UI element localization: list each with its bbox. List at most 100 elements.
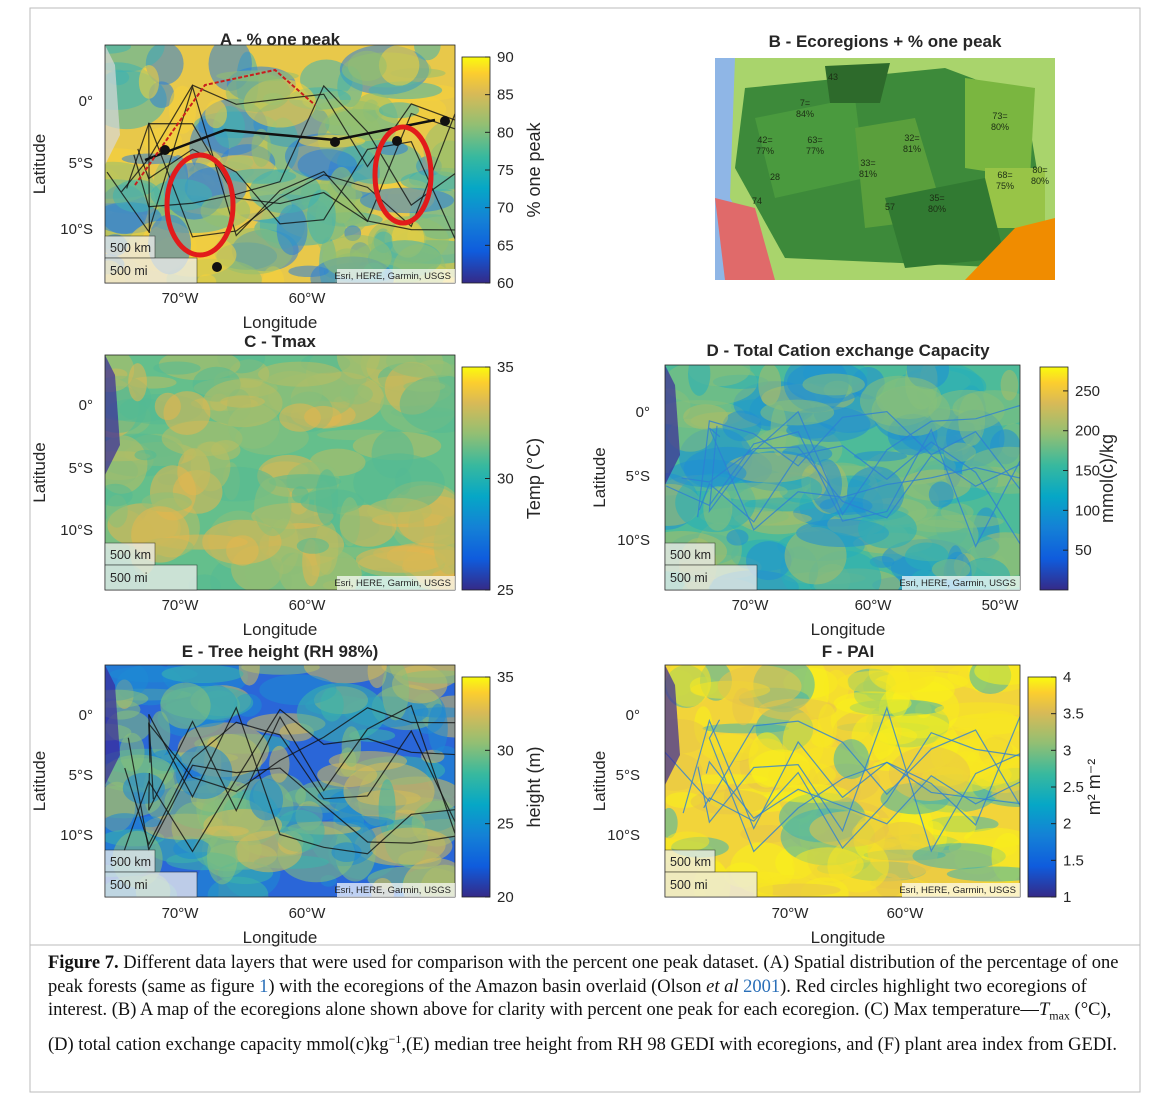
caption-text: Different data layers that were used for… [48, 953, 1119, 997]
caption-italic: et al [706, 976, 739, 997]
region [885, 178, 1005, 268]
colorbar-tick-label: 2.5 [1063, 779, 1084, 796]
texture [934, 702, 1020, 719]
scale-label: 500 km [110, 855, 151, 869]
colorbar-tick-label: 4 [1063, 669, 1071, 686]
colorbar-tick-label: 30 [497, 742, 514, 759]
texture [940, 503, 974, 521]
y-tick-label: 0° [636, 404, 650, 421]
colorbar-tick-label: 65 [497, 237, 514, 254]
colorbar-label: % one peak [524, 121, 544, 217]
texture [686, 774, 768, 785]
region-label: 74 [752, 196, 762, 206]
texture [974, 665, 1020, 685]
region-label: 80% [1031, 176, 1049, 186]
texture [779, 475, 823, 503]
texture [368, 81, 443, 100]
texture [970, 710, 1020, 767]
texture [276, 204, 308, 256]
caption-link[interactable]: 1 [259, 976, 269, 997]
texture [105, 483, 133, 507]
colorbar-tick-label: 3 [1063, 742, 1071, 759]
caption-text: (°C), (D) total cation exchange capacity… [48, 1000, 1112, 1056]
texture [688, 365, 711, 396]
ecoregion-border [134, 68, 316, 186]
y-tick-label: 0° [79, 707, 93, 724]
colorbar-tick-label: 35 [497, 359, 514, 376]
region-label: 77% [756, 146, 774, 156]
colorbar-tick-label: 60 [497, 275, 514, 292]
texture [991, 786, 1020, 802]
texture [235, 830, 303, 873]
river [697, 411, 1020, 518]
y-tick-label: 0° [626, 707, 640, 724]
site-dot [212, 262, 222, 272]
texture [912, 843, 1006, 870]
colorbar-tick-label: 25 [497, 582, 514, 599]
texture [251, 128, 272, 168]
texture [875, 377, 942, 420]
colorbar-tick-label: 100 [1075, 502, 1100, 519]
region-label: 81% [859, 169, 877, 179]
texture [161, 665, 244, 684]
colorbar-tick-label: 1.5 [1063, 852, 1084, 869]
map [105, 45, 455, 283]
coast [105, 45, 120, 165]
texture [197, 274, 217, 283]
texture [163, 391, 211, 436]
caption-link[interactable]: 2001 [743, 976, 781, 997]
colorbar-tick-label: 75 [497, 162, 514, 179]
river [665, 428, 1020, 548]
region-label: 57 [885, 202, 895, 212]
texture [430, 140, 455, 177]
texture [758, 365, 782, 406]
map [715, 58, 1055, 280]
colorbar-label: mmol(c)/kg [1097, 434, 1117, 523]
texture [331, 842, 362, 863]
panel-title: D - Total Cation exchange Capacity [706, 341, 990, 360]
texture [335, 815, 394, 828]
y-axis-label: Latitude [30, 442, 49, 503]
region [755, 98, 865, 198]
texture [853, 450, 908, 462]
caption-subscript: max [1049, 1008, 1070, 1023]
scale-box [104, 871, 198, 898]
texture [433, 516, 455, 575]
region-label: 80% [928, 204, 946, 214]
y-tick-label: 10°S [60, 221, 93, 238]
attribution-box [337, 576, 455, 590]
river [133, 84, 455, 208]
panel: F - PAI 500 km 500 mi Esri, HERE, Garmin, U… [590, 642, 1104, 947]
texture [226, 535, 259, 566]
panel-title: C - Tmax [244, 332, 316, 351]
y-tick-label: 5°S [616, 767, 640, 784]
river [148, 707, 455, 793]
map-border [104, 664, 456, 898]
river [708, 404, 1020, 516]
texture [339, 497, 360, 547]
texture [205, 99, 228, 129]
texture [340, 384, 373, 405]
texture [858, 509, 917, 549]
x-tick-label: 60°W [887, 905, 925, 922]
texture [946, 866, 1020, 882]
texture [961, 446, 1020, 494]
river [127, 737, 455, 852]
site-dot [160, 145, 170, 155]
texture [726, 529, 749, 546]
x-axis-label: Longitude [243, 313, 318, 332]
texture [241, 665, 320, 675]
texture [725, 452, 817, 483]
colorbar-label: Temp (°C) [524, 438, 544, 519]
region-label: 68= [997, 170, 1012, 180]
texture [400, 170, 455, 191]
highlight-circle [372, 124, 434, 226]
colorbar-tick-label: 1 [1063, 889, 1071, 906]
y-axis-label: Latitude [30, 134, 49, 195]
texture [122, 772, 165, 804]
region-label: 80= [1032, 165, 1047, 175]
texture [746, 541, 792, 581]
region-label: 28 [770, 172, 780, 182]
region-label: 32= [904, 133, 919, 143]
panel-title: E - Tree height (RH 98%) [182, 642, 378, 661]
